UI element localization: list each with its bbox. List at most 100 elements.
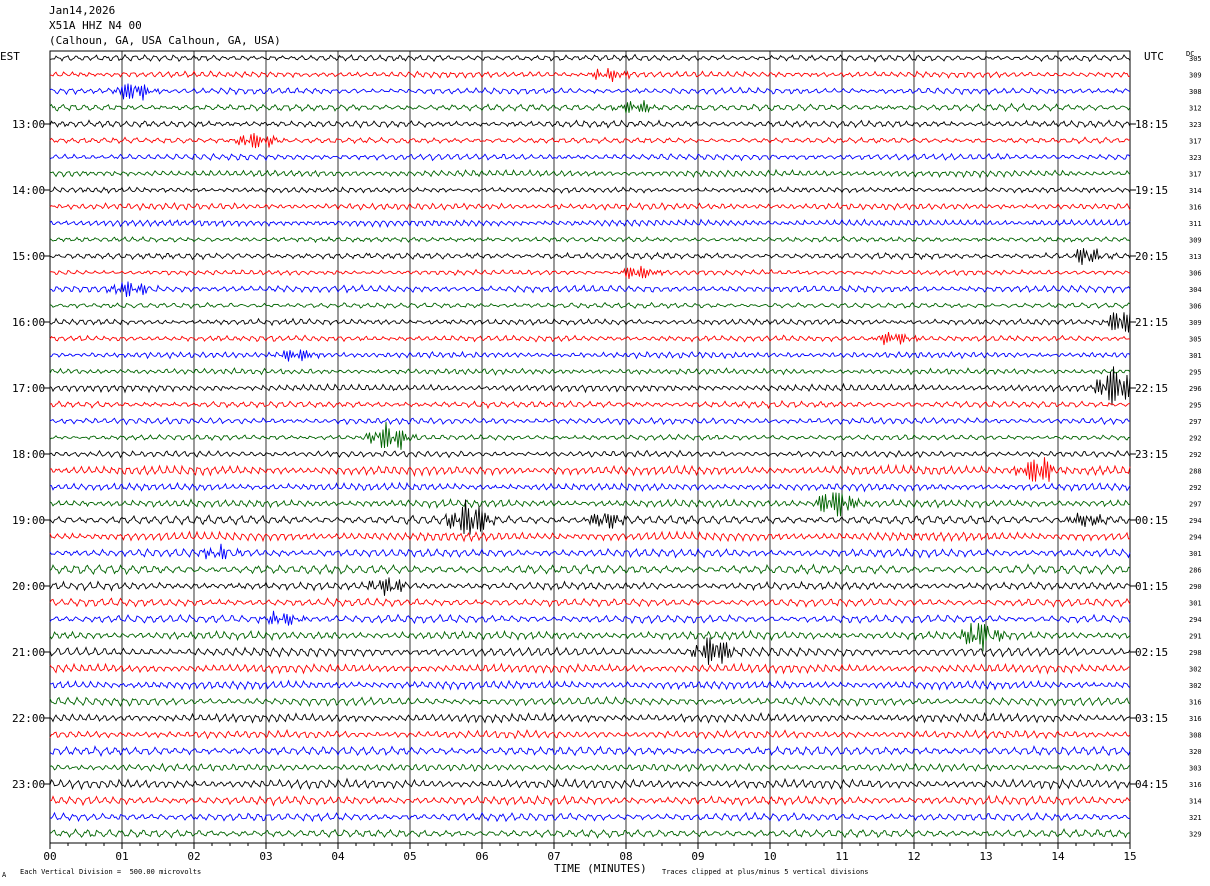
trace-9 [49, 201, 1131, 212]
trace-6 [49, 152, 1131, 162]
dc-value-label: 302 [1189, 666, 1202, 674]
trace-30 [49, 543, 1131, 560]
dc-value-label: 303 [1189, 765, 1202, 773]
dc-label: DC [1186, 50, 1195, 58]
trace-44 [49, 777, 1131, 791]
dc-value-label: 312 [1189, 105, 1202, 113]
dc-value-label: 297 [1189, 418, 1202, 426]
trace-45 [49, 794, 1131, 807]
left-hour-label: 19:00 [12, 514, 45, 527]
dc-value-label: 329 [1189, 831, 1202, 839]
trace-29 [49, 530, 1131, 543]
trace-28 [49, 499, 1131, 535]
x-axis-label: TIME (MINUTES) [554, 862, 647, 875]
trace-19 [49, 367, 1131, 376]
right-hour-label: 18:15 [1135, 118, 1168, 131]
dc-value-label: 314 [1189, 187, 1202, 195]
trace-31 [49, 563, 1131, 576]
x-tick-label: 05 [403, 850, 416, 863]
trace-40 [49, 711, 1131, 724]
plot-frame [49, 50, 1131, 844]
corner-mark: A [2, 871, 7, 879]
left-hour-label: 15:00 [12, 250, 45, 263]
dc-value-label: 320 [1189, 748, 1202, 756]
dc-value-label: 292 [1189, 435, 1202, 443]
trace-23 [49, 421, 1130, 450]
left-hour-label: 18:00 [12, 448, 45, 461]
x-tick-label: 12 [907, 850, 920, 863]
x-tick-label: 08 [619, 850, 632, 863]
trace-42 [49, 745, 1131, 758]
trace-16 [49, 311, 1131, 333]
trace-3 [49, 100, 1131, 114]
trace-10 [49, 218, 1131, 228]
trace-34 [49, 610, 1131, 626]
trace-35 [49, 623, 1131, 652]
left-hour-label: 23:00 [12, 778, 45, 791]
x-tick-label: 14 [1051, 850, 1065, 863]
right-hour-label: 04:15 [1135, 778, 1168, 791]
right-hour-label: 23:15 [1135, 448, 1168, 461]
left-hour-label: 20:00 [12, 580, 45, 593]
dc-value-label: 298 [1189, 649, 1202, 657]
trace-37 [49, 662, 1131, 675]
dc-value-label: 301 [1189, 550, 1202, 558]
x-tick-label: 00 [43, 850, 56, 863]
trace-14 [49, 281, 1131, 297]
x-tick-label: 13 [979, 850, 992, 863]
dc-value-label: 296 [1189, 385, 1202, 393]
trace-5 [49, 133, 1131, 149]
left-hour-label: 16:00 [12, 316, 45, 329]
x-tick-label: 03 [259, 850, 272, 863]
trace-18 [49, 349, 1131, 362]
dc-value-label: 292 [1189, 484, 1202, 492]
x-tick-label: 04 [331, 850, 345, 863]
trace-27 [49, 492, 1130, 517]
dc-value-label: 292 [1189, 451, 1202, 459]
dc-value-label: 314 [1189, 798, 1202, 806]
trace-32 [49, 577, 1131, 596]
dc-value-label: 294 [1189, 517, 1202, 525]
x-tick-label: 15 [1123, 850, 1136, 863]
right-hour-label: 21:15 [1135, 316, 1168, 329]
trace-20 [49, 366, 1131, 406]
right-axis-label: UTC [1144, 50, 1164, 63]
trace-38 [49, 679, 1131, 691]
trace-26 [49, 481, 1131, 493]
trace-7 [49, 168, 1131, 179]
right-hour-label: 02:15 [1135, 646, 1168, 659]
scale-footnote: Each Vertical Division = 500.00 microvol… [20, 868, 202, 876]
dc-value-label: 304 [1189, 286, 1202, 294]
dc-value-label: 309 [1189, 72, 1202, 80]
trace-33 [49, 597, 1131, 608]
left-hour-label: 13:00 [12, 118, 45, 131]
trace-13 [49, 265, 1131, 280]
trace-1 [50, 68, 1131, 82]
dc-value-label: 294 [1189, 616, 1202, 624]
trace-47 [49, 828, 1131, 839]
trace-41 [49, 728, 1131, 740]
trace-43 [49, 762, 1131, 773]
dc-value-label: 297 [1189, 501, 1202, 509]
trace-22 [49, 416, 1131, 426]
x-tick-label: 11 [835, 850, 848, 863]
dc-value-label: 288 [1189, 468, 1202, 476]
trace-0 [49, 53, 1131, 63]
dc-value-label: 301 [1189, 352, 1202, 360]
clip-footnote: Traces clipped at plus/minus 5 vertical … [662, 868, 869, 876]
dc-value-label: 290 [1189, 583, 1202, 591]
dc-value-label: 316 [1189, 699, 1202, 707]
dc-value-label: 323 [1189, 154, 1202, 162]
dc-value-label: 301 [1189, 600, 1202, 608]
trace-12 [49, 248, 1131, 265]
dc-value-label: 306 [1189, 270, 1202, 278]
dc-value-label: 306 [1189, 303, 1202, 311]
right-hour-label: 20:15 [1135, 250, 1168, 263]
dc-value-label: 302 [1189, 682, 1202, 690]
dc-value-label: 294 [1189, 534, 1202, 542]
dc-value-label: 317 [1189, 171, 1202, 179]
dc-value-label: 286 [1189, 567, 1202, 575]
dc-value-label: 323 [1189, 121, 1202, 129]
dc-value-label: 309 [1189, 237, 1202, 245]
